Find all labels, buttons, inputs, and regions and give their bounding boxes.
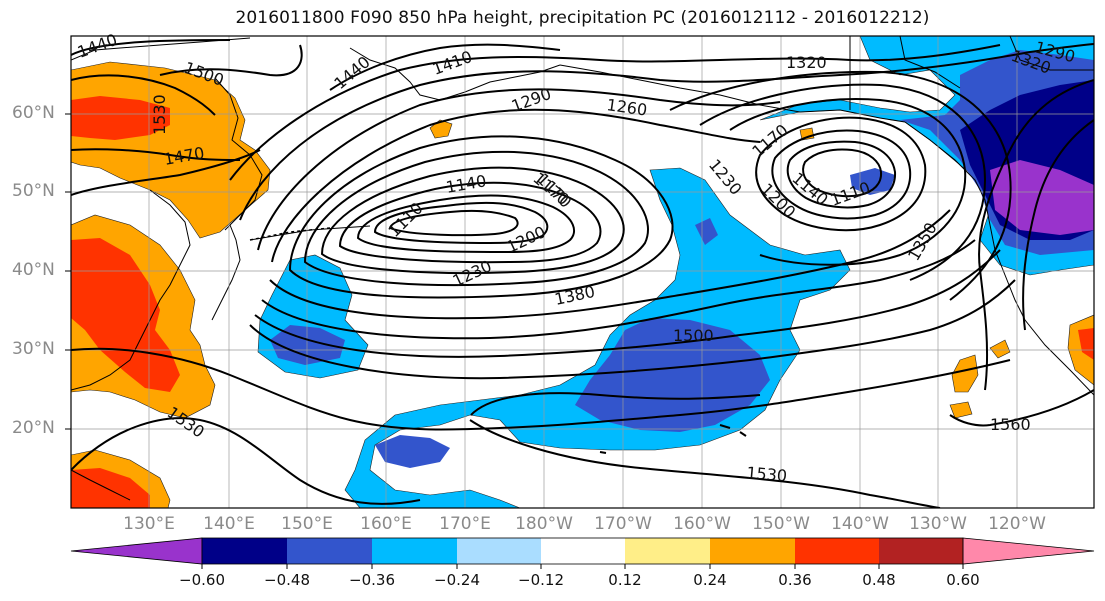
colorbar-tick-label: 0.48 xyxy=(862,571,896,589)
contour-label: 1500 xyxy=(673,326,714,345)
contour-label: 1320 xyxy=(786,53,827,72)
colorbar-tick-label: −0.12 xyxy=(518,571,564,589)
colorbar-segment xyxy=(710,538,795,564)
precip-cpac-neg-core2 xyxy=(375,435,450,468)
hawaii-islands xyxy=(599,424,747,454)
precip-asia-north-core xyxy=(71,96,170,140)
lon-label: 140°W xyxy=(831,514,889,534)
colorbar-tick-label: −0.36 xyxy=(349,571,395,589)
lon-label: 120°W xyxy=(988,514,1046,534)
colorbar-tick-label: 0.24 xyxy=(693,571,727,589)
colorbar-segment xyxy=(70,537,203,565)
lon-label: 170°E xyxy=(439,514,491,534)
lon-label: 130°W xyxy=(909,514,967,534)
precip-small-patch xyxy=(429,119,453,139)
precip-cpac-neg-core3 xyxy=(695,218,718,245)
height-contours xyxy=(71,39,1094,508)
lon-label: 150°E xyxy=(281,514,333,534)
colorbar-tick-label: −0.24 xyxy=(434,571,480,589)
lon-label: 170°W xyxy=(594,514,652,534)
map-frame xyxy=(70,35,1095,509)
colorbar-segment xyxy=(202,538,287,564)
colorbar xyxy=(70,537,1095,569)
lon-label: 130°E xyxy=(123,514,175,534)
colorbar-segment xyxy=(457,538,541,564)
colorbar-segment xyxy=(287,538,372,564)
precip-wpac-neg-core xyxy=(270,325,345,365)
dateline-dash xyxy=(249,227,331,241)
lat-label: 30°N xyxy=(12,339,55,359)
colorbar-tick-label: 0.60 xyxy=(946,571,980,589)
colorbar-tick-label: 0.36 xyxy=(778,571,812,589)
lon-label: 140°E xyxy=(203,514,255,534)
precip-ak-neg xyxy=(850,168,895,195)
precip-sw-pos-core xyxy=(1078,328,1094,360)
colorbar-segment xyxy=(962,537,1095,565)
lon-label: 180°W xyxy=(515,514,573,534)
colorbar-tick-label: 0.12 xyxy=(608,571,642,589)
lat-label: 40°N xyxy=(12,260,55,280)
gridlines xyxy=(71,36,1094,508)
colorbar-segment xyxy=(541,538,625,564)
precip-baja-pos3 xyxy=(989,339,1011,359)
lon-label: 160°E xyxy=(360,514,412,534)
lat-label: 20°N xyxy=(12,418,55,438)
lat-label: 60°N xyxy=(12,103,55,123)
colorbar-segment xyxy=(625,538,710,564)
precip-cpac-neg-core xyxy=(575,318,770,432)
colorbar-segment xyxy=(372,538,457,564)
precip-baja-pos2 xyxy=(949,401,973,419)
contour-label: 1530 xyxy=(150,94,169,135)
lat-ticks xyxy=(65,113,71,430)
lat-label: 50°N xyxy=(12,181,55,201)
colorbar-tick-label: −0.60 xyxy=(179,571,225,589)
precip-goa-neg-max xyxy=(990,160,1094,235)
lon-label: 160°W xyxy=(673,514,731,534)
contour-label: 1530 xyxy=(746,463,788,485)
colorbar-tick-label: −0.48 xyxy=(264,571,310,589)
contour-label: 1560 xyxy=(990,415,1031,434)
precip-asia-south-core xyxy=(71,468,150,508)
colorbar-segment xyxy=(879,538,963,564)
colorbar-segment xyxy=(795,538,879,564)
lon-label: 150°W xyxy=(752,514,810,534)
map-title: 2016011800 F090 850 hPa height, precipit… xyxy=(235,8,930,28)
precip-baja-pos xyxy=(951,354,979,393)
